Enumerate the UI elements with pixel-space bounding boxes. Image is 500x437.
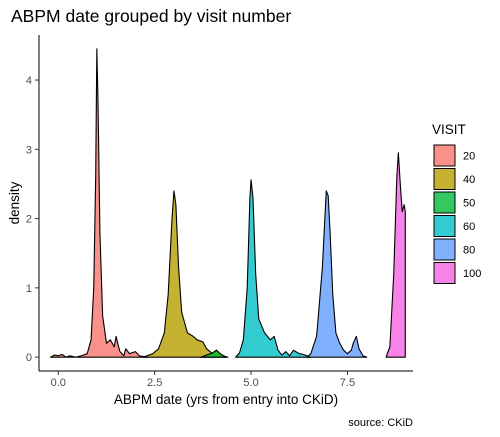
legend-label-visit-20: 20	[463, 151, 475, 163]
density-area-visit-80	[306, 190, 368, 358]
x-tick-label: 0.0	[51, 377, 66, 389]
density-area-visit-50	[200, 349, 227, 358]
x-axis-title: ABPM date (yrs from entry into CKiD)	[114, 392, 338, 407]
legend-label-visit-100: 100	[463, 268, 481, 280]
y-axis-ticks: 0 1 2 3 4	[26, 75, 39, 364]
density-areas	[50, 48, 406, 358]
y-tick-label: 2	[26, 214, 32, 226]
legend-key-visit-40	[433, 168, 456, 190]
density-area-visit-20	[50, 48, 148, 358]
density-area-visit-40	[142, 190, 229, 358]
chart-caption: source: CKiD	[348, 417, 413, 429]
x-tick-label: 5.0	[243, 377, 258, 389]
legend-key-visit-60	[433, 215, 456, 237]
legend-label-visit-40: 40	[463, 174, 475, 186]
y-axis-title: density	[7, 181, 22, 224]
y-tick-label: 3	[26, 144, 32, 156]
legend-key-visit-50	[433, 191, 456, 214]
density-area-visit-100	[385, 152, 406, 358]
x-tick-label: 7.5	[340, 377, 355, 389]
y-tick-label: 4	[26, 75, 32, 87]
density-area-visit-60	[235, 179, 312, 358]
x-tick-label: 2.5	[147, 377, 162, 389]
y-tick-label: 1	[26, 283, 32, 295]
legend-label-visit-80: 80	[463, 245, 475, 257]
legend-key-visit-20	[433, 144, 456, 167]
legend-label-visit-50: 50	[463, 198, 475, 210]
legend-key-visit-80	[433, 238, 456, 261]
legend: VISIT 20 40 50 60 80 100	[432, 122, 481, 284]
legend-key-visit-100	[433, 262, 456, 284]
legend-title: VISIT	[432, 122, 466, 137]
legend-label-visit-60: 60	[463, 221, 475, 233]
chart-title: ABPM date grouped by visit number	[11, 6, 291, 26]
x-axis-ticks: 0.0 2.5 5.0 7.5	[51, 371, 355, 389]
y-tick-label: 0	[26, 352, 32, 364]
